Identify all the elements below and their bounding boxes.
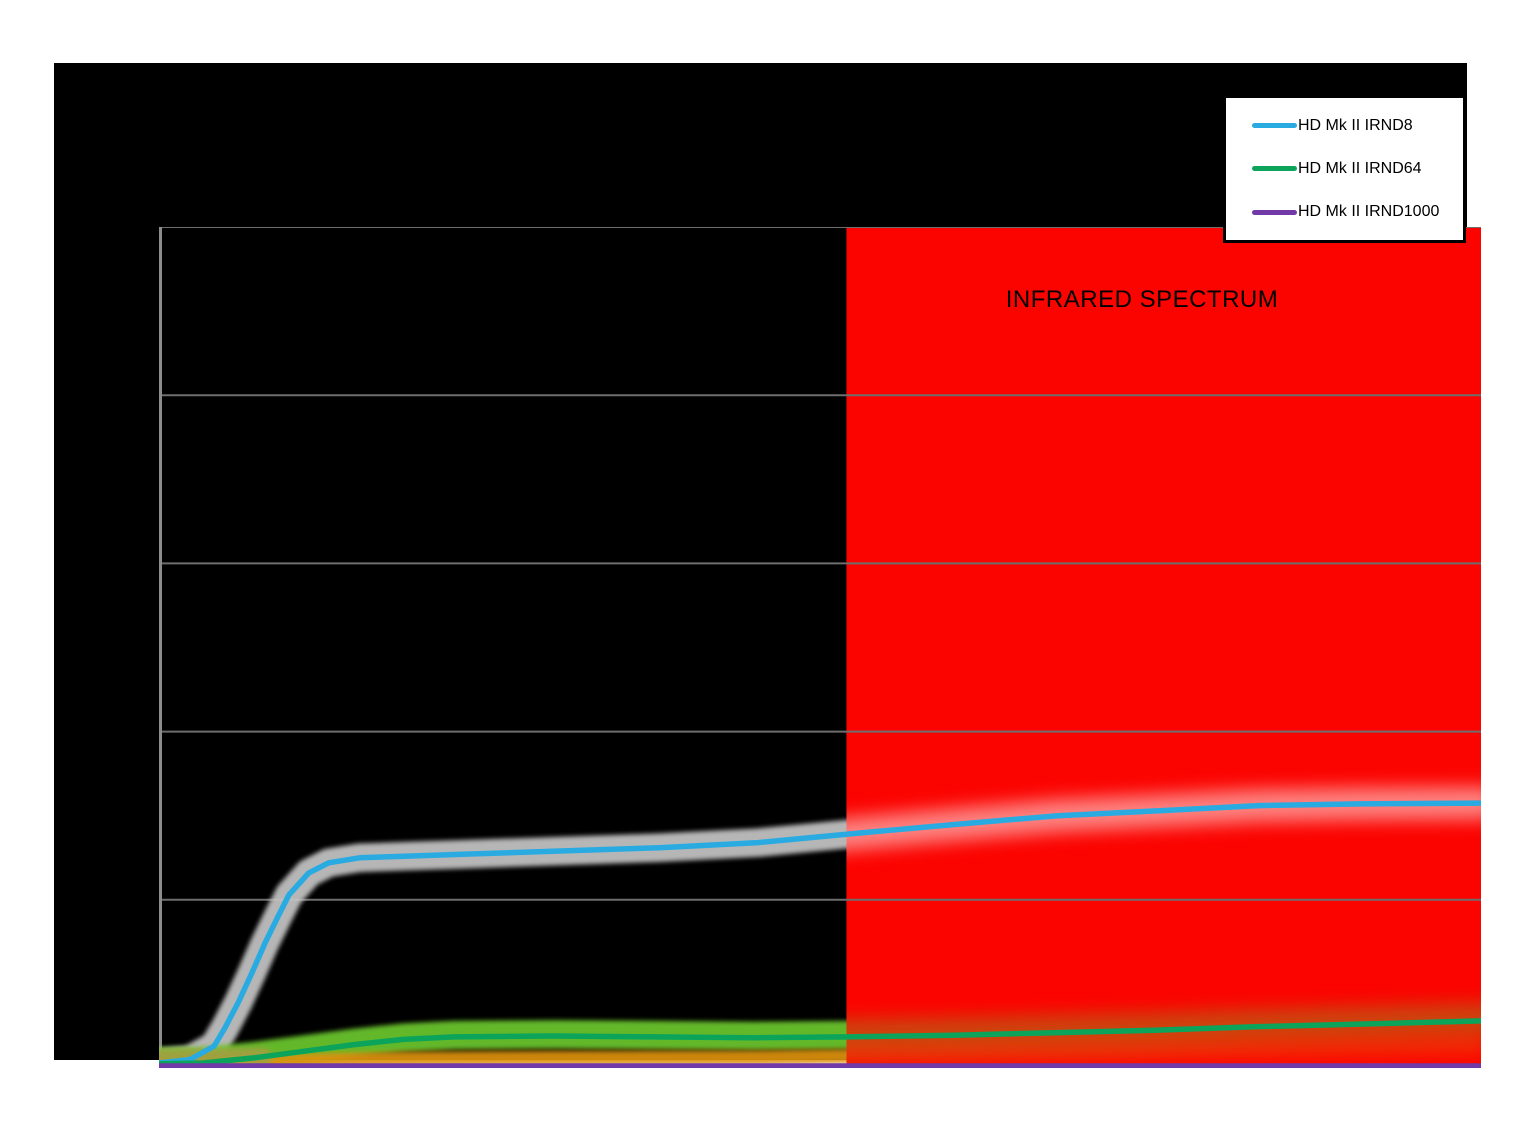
series-line-hd-mk-ii-irnd8	[159, 800, 1481, 1066]
infrared-region	[846, 227, 1481, 1068]
legend-swatch-irnd1000	[1252, 209, 1297, 215]
legend-label-irnd1000: HD Mk II IRND1000	[1298, 203, 1440, 221]
legend-swatch-irnd8	[1252, 123, 1297, 129]
series-line-hd-mk-ii-irnd64	[159, 1018, 1481, 1067]
infrared-spectrum-label: INFRARED SPECTRUM	[1005, 286, 1279, 313]
legend-swatch-irnd64	[1252, 166, 1297, 172]
legend-entry-irnd64: HD Mk II IRND64	[1252, 160, 1459, 178]
legend-entry-irnd8: HD Mk II IRND8	[1252, 117, 1459, 135]
legend-label-irnd64: HD Mk II IRND64	[1298, 159, 1422, 177]
scatter-band-low-transmission-spread-ir	[846, 1037, 1481, 1065]
legend-label-irnd8: HD Mk II IRND8	[1298, 116, 1413, 134]
plot-area	[159, 227, 1481, 1068]
legend: HD Mk II IRND8 HD Mk II IRND64 HD Mk II …	[1223, 95, 1466, 243]
chart-canvas: INFRARED SPECTRUM HD Mk II IRND8 HD Mk I…	[54, 63, 1481, 1068]
legend-entry-irnd1000: HD Mk II IRND1000	[1252, 203, 1459, 221]
